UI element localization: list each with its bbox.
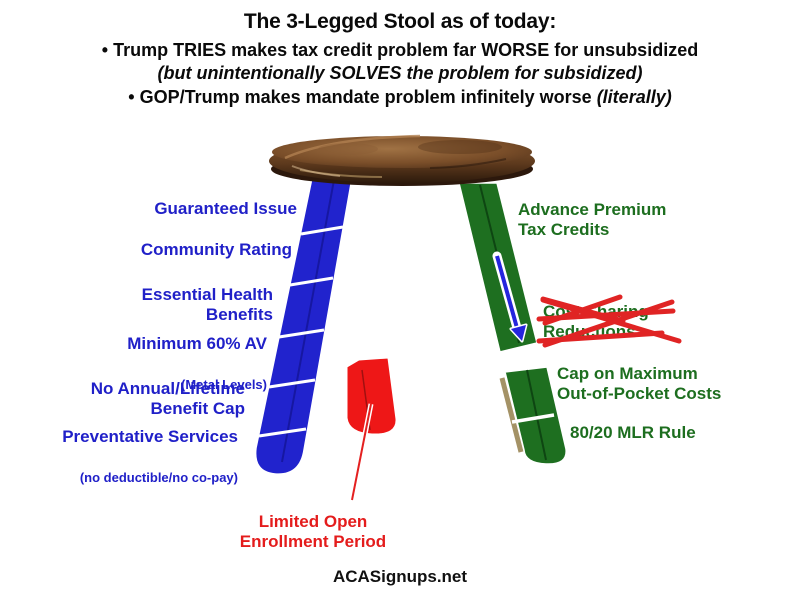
bullet-gop-mandate-italic: (literally) — [596, 87, 672, 107]
blue-leg — [254, 177, 353, 475]
label-mlr-rule: 80/20 MLR Rule — [570, 423, 696, 442]
red-leg-stub — [346, 357, 397, 501]
label-preventative-sub: (no deductible/no co-pay) — [79, 470, 238, 486]
label-cap-out-of-pocket: Cap on Maximum Out-of-Pocket Costs — [557, 364, 722, 404]
label-cost-sharing-reductions: Cost Sharing Reductions — [543, 302, 649, 342]
green-leg-wood-shadow — [499, 377, 524, 453]
red-pointer-line — [349, 403, 374, 501]
label-essential-health-benefits: Essential Health Benefits — [141, 285, 273, 325]
label-advance-premium-tax-credits: Advance Premium Tax Credits — [518, 200, 667, 240]
label-no-benefit-cap: No Annual/Lifetime Benefit Cap — [90, 379, 245, 419]
bullet-gop-mandate-main: • GOP/Trump makes mandate problem infini… — [128, 87, 597, 107]
label-preventative-services: Preventative Services (no deductible/no … — [62, 427, 238, 487]
page-title: The 3-Legged Stool as of today: — [243, 10, 557, 33]
label-preventative-main: Preventative Services — [62, 427, 238, 446]
label-guaranteed-issue: Guaranteed Issue — [154, 199, 297, 218]
stool-seat — [269, 134, 535, 186]
bullet-gop-mandate: • GOP/Trump makes mandate problem infini… — [0, 87, 800, 108]
green-leg-break-line — [511, 413, 555, 424]
bullet-trump-tax-credit: • Trump TRIES makes tax credit problem f… — [101, 40, 699, 60]
green-leg-lower-seam — [526, 369, 547, 461]
green-leg-lower — [499, 366, 567, 465]
down-arrow-icon — [492, 251, 528, 343]
blue-leg-center-seam — [281, 179, 335, 463]
label-minimum-av-main: Minimum 60% AV — [127, 334, 267, 353]
label-community-rating: Community Rating — [140, 240, 292, 259]
green-leg-upper — [458, 182, 538, 353]
label-limited-open-enrollment: Limited Open Enrollment Period — [239, 512, 387, 552]
label-minimum-av-sub: (Metal Levels) — [181, 377, 267, 393]
label-minimum-av: Minimum 60% AV (Metal Levels) — [127, 334, 267, 394]
blue-leg-segment-lines — [258, 225, 344, 438]
bullet-trump-tax-credit-sub: (but unintentionally SOLVES the problem … — [157, 63, 643, 83]
site-credit: ACASignups.net — [332, 567, 468, 586]
